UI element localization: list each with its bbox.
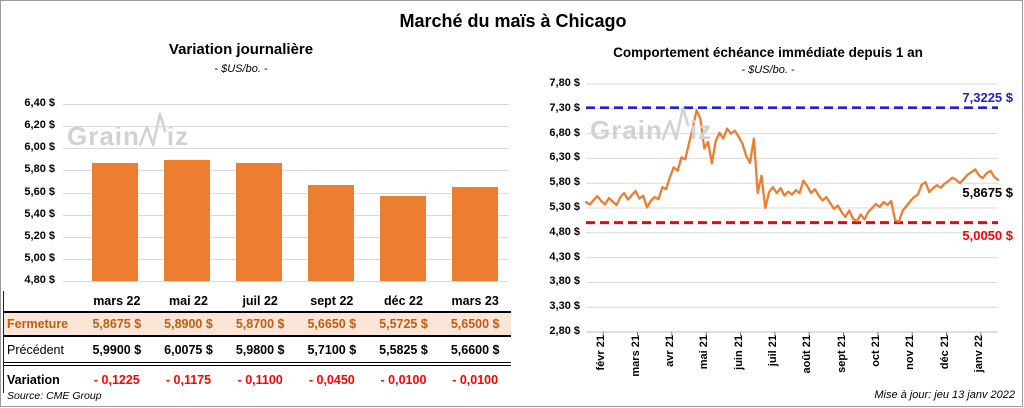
gridline bbox=[63, 104, 509, 105]
table-cell: - 0,0450 bbox=[308, 372, 355, 387]
row-label: Précédent bbox=[7, 342, 64, 357]
y-axis-label: 4,80 $ bbox=[24, 274, 55, 286]
gridline bbox=[63, 236, 509, 238]
y-axis-label: 7,30 $ bbox=[549, 101, 580, 114]
row-label: Variation bbox=[7, 372, 60, 387]
y-axis-label: 7,80 $ bbox=[549, 77, 580, 89]
x-axis-label-oct-21: oct 21 bbox=[869, 335, 882, 367]
table-cell: - 0,0100 bbox=[380, 372, 427, 387]
x-axis-label-juin-21: juin 21 bbox=[732, 335, 745, 370]
page-title: Marché du maïs à Chicago bbox=[399, 11, 627, 31]
y-axis-label: 6,40 $ bbox=[24, 97, 55, 109]
y-axis-label: 5,80 $ bbox=[24, 163, 55, 176]
y-axis-label: 5,00 $ bbox=[24, 251, 55, 264]
annotation-low-value: 5,0050 $ bbox=[962, 228, 1013, 243]
y-axis-label: 5,40 $ bbox=[24, 207, 55, 220]
table-cell: - 0,0100 bbox=[452, 372, 499, 387]
x-axis-label-sept-21: sept 21 bbox=[835, 335, 848, 373]
price-line bbox=[584, 109, 1000, 224]
table-cell: 5,9900 $ bbox=[92, 342, 142, 357]
table-cell: 5,5825 $ bbox=[379, 342, 428, 357]
x-axis-label-avr-21: avr 21 bbox=[663, 335, 676, 367]
watermark-zigzag-icon bbox=[138, 112, 167, 147]
y-axis-label: 4,30 $ bbox=[549, 250, 580, 263]
table-col-header-dec-22: déc 22 bbox=[384, 294, 423, 308]
y-axis-label: 2,80 $ bbox=[549, 325, 580, 337]
annotation-high-value: 7,3225 $ bbox=[962, 90, 1013, 105]
gridline bbox=[63, 192, 509, 194]
update-note: Mise à jour: jeu 13 janv 2022 bbox=[874, 389, 1015, 401]
y-axis-label: 4,80 $ bbox=[549, 225, 580, 238]
y-axis-label: 5,30 $ bbox=[549, 201, 580, 213]
table-cell: - 0,1225 bbox=[93, 372, 140, 387]
x-axis-label-mai-21: mai 21 bbox=[698, 335, 711, 370]
table-row-fermeture: Fermeture 5,8675 $ 5,8900 $ 5,8700 $ 5,6650 … bbox=[4, 311, 511, 337]
x-axis-label-janv-22: janv 22 bbox=[972, 335, 985, 373]
row-label: Fermeture bbox=[7, 317, 69, 331]
table-cell: 5,6500 $ bbox=[450, 317, 500, 331]
table-header-row: mars 22 mai 22 juil 22 sept 22 déc 22 mars 23 bbox=[4, 291, 511, 311]
bar-juil-22 bbox=[236, 162, 282, 281]
bar-sept-22 bbox=[308, 185, 354, 281]
table-row-precedent: Précédent 5,9900 $ 6,0075 $ 5,9800 $ 5,7100 … bbox=[4, 337, 511, 366]
table-cell: 5,8675 $ bbox=[92, 317, 142, 331]
source-note: Source: CME Group bbox=[7, 390, 102, 402]
bar-mars-22 bbox=[92, 162, 138, 281]
summary-table: mars 22 mai 22 juil 22 sept 22 déc 22 mars 23… bbox=[3, 291, 511, 393]
bar-chart-subtitle: - $US/bo. - bbox=[214, 63, 268, 75]
table-cell: 5,8900 $ bbox=[164, 317, 213, 331]
bar-dec-22 bbox=[380, 195, 426, 281]
grainwiz-watermark: Grain iz bbox=[67, 112, 189, 149]
line-chart-svg bbox=[584, 83, 1000, 336]
x-axis-label-nov-21: nov 21 bbox=[904, 335, 917, 370]
y-axis-label: 3,80 $ bbox=[549, 275, 580, 288]
table-cell: 5,6600 $ bbox=[450, 342, 500, 357]
y-axis-label: 6,30 $ bbox=[549, 151, 580, 164]
gridline bbox=[63, 214, 509, 216]
x-axis-label-juil-21: juil 21 bbox=[766, 335, 779, 367]
table-cell: - 0,1175 bbox=[165, 372, 212, 387]
table-cell: 5,9800 $ bbox=[235, 342, 285, 357]
table-cell: - 0,1100 bbox=[237, 372, 283, 387]
y-axis-label: 6,80 $ bbox=[549, 126, 580, 139]
y-axis-label: 6,00 $ bbox=[24, 141, 55, 154]
y-axis-label: 3,30 $ bbox=[549, 300, 580, 313]
gridline bbox=[63, 126, 509, 128]
table-cell: 5,5725 $ bbox=[379, 317, 428, 331]
table-row-variation: Variation - 0,1225 - 0,1175 - 0,1100 - 0,045… bbox=[4, 366, 511, 393]
line-chart-plot: Grain iz bbox=[584, 83, 1000, 336]
x-axis-label-fevr-21: févr 21 bbox=[595, 335, 608, 371]
table-cell: 5,6650 $ bbox=[307, 317, 357, 331]
bar-mai-22 bbox=[164, 160, 210, 281]
bar-chart-title: Variation journalière bbox=[168, 41, 314, 58]
x-axis-label-mars-21: mars 21 bbox=[629, 335, 642, 377]
table-col-header-juil-22: juil 22 bbox=[242, 294, 278, 308]
table-cell: 5,8700 $ bbox=[235, 317, 285, 331]
y-axis-label: 6,20 $ bbox=[24, 119, 55, 132]
x-axis-label-aout-21: août 21 bbox=[801, 335, 814, 374]
y-axis-label: 5,20 $ bbox=[24, 229, 55, 242]
table-col-header-mars-22: mars 22 bbox=[93, 294, 141, 308]
bar-chart-plot: Grain iz bbox=[63, 104, 509, 282]
table-col-header-mai-22: mai 22 bbox=[169, 294, 208, 308]
x-axis-label-dec-21: déc 21 bbox=[938, 335, 951, 370]
table-col-header-mars-23: mars 23 bbox=[451, 294, 499, 308]
annotation-last-value: 5,8675 $ bbox=[962, 185, 1013, 200]
bar-mars-23 bbox=[452, 187, 498, 281]
gridline bbox=[63, 258, 509, 260]
y-axis-label: 5,80 $ bbox=[549, 176, 580, 189]
table-cell: 5,7100 $ bbox=[307, 342, 357, 357]
line-chart-subtitle: - $US/bo. - bbox=[741, 64, 795, 76]
table-cell: 6,0075 $ bbox=[164, 342, 213, 357]
gridline bbox=[63, 148, 509, 150]
line-chart-title: Comportement échéance immédiate depuis 1… bbox=[613, 45, 923, 60]
table-col-header-sept-22: sept 22 bbox=[310, 294, 354, 308]
gridline bbox=[63, 170, 509, 172]
y-axis-label: 5,60 $ bbox=[24, 185, 55, 198]
gridline bbox=[63, 281, 509, 282]
